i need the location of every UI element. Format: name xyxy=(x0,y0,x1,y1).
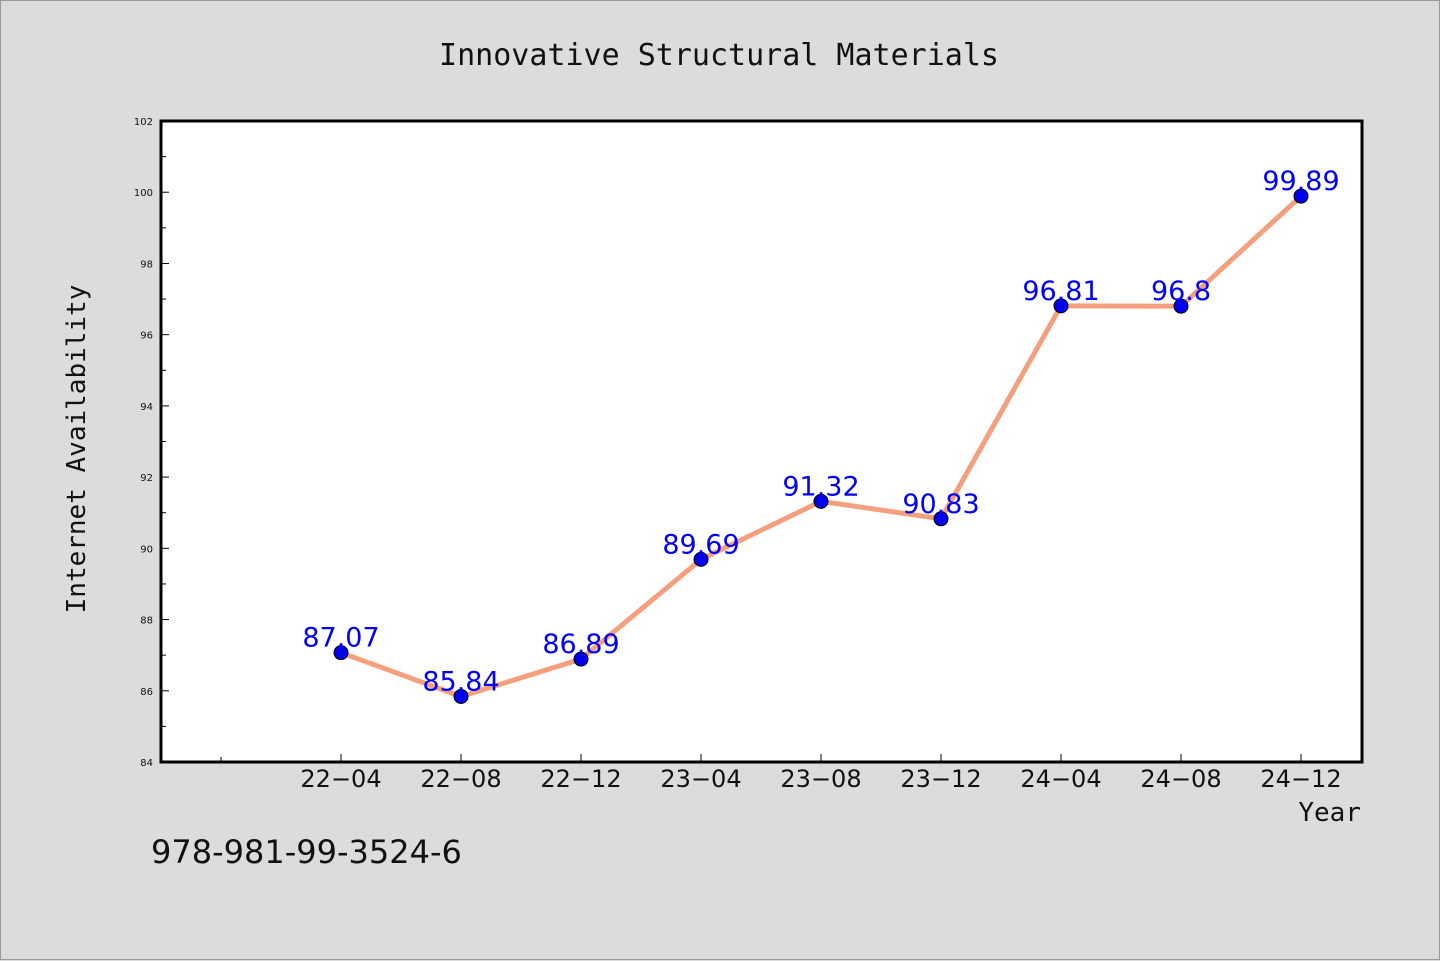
data-point xyxy=(813,493,829,509)
x-tick-label: 24−08 xyxy=(1140,765,1221,793)
series-line-group: 87.07 85.84 86.89 89.69 91.32 90.83 96.81 96.8 9… xyxy=(302,166,1340,704)
x-tick-label: 24−04 xyxy=(1020,765,1101,793)
y-axis: 84 86 88 90 92 94 96 98 100 102 xyxy=(134,117,169,769)
data-point xyxy=(453,688,469,704)
data-point xyxy=(1293,188,1309,204)
x-tick-label: 22−08 xyxy=(420,765,501,793)
plot-area xyxy=(159,119,1364,764)
data-label: 89.69 xyxy=(662,529,739,560)
y-axis-label: Internet Availability xyxy=(62,285,92,614)
data-label: 91.32 xyxy=(782,471,859,502)
data-label: 90.83 xyxy=(902,489,979,520)
data-point xyxy=(573,651,589,667)
data-label: 85.84 xyxy=(422,666,499,697)
data-label: 99.89 xyxy=(1262,166,1339,197)
data-point xyxy=(693,551,709,567)
y-tick-label: 100 xyxy=(134,188,153,199)
data-label: 87.07 xyxy=(302,623,379,654)
data-label: 96.8 xyxy=(1151,276,1211,307)
chart-title: Innovative Structural Materials xyxy=(439,38,999,73)
y-tick-label: 94 xyxy=(140,402,153,413)
y-tick-label: 86 xyxy=(140,687,153,698)
y-tick-label: 90 xyxy=(140,544,153,555)
y-tick-label: 88 xyxy=(140,616,153,627)
y-tick-label: 84 xyxy=(140,758,153,769)
x-tick-label: 23−04 xyxy=(660,765,741,793)
y-tick-label: 102 xyxy=(134,117,153,128)
data-point xyxy=(1053,298,1069,314)
y-tick-label: 98 xyxy=(140,259,153,270)
x-axis-label: Year xyxy=(1298,798,1361,828)
x-tick-label: 23−12 xyxy=(900,765,981,793)
x-tick-label: 22−04 xyxy=(300,765,381,793)
data-point xyxy=(333,645,349,661)
x-axis: 22−04 22−08 22−12 23−04 23−08 23−12 24−04 24−08… xyxy=(220,754,1342,793)
y-tick-label: 96 xyxy=(140,331,153,342)
isbn-text: 978-981-99-3524-6 xyxy=(151,833,462,871)
data-point xyxy=(933,511,949,527)
x-tick-label: 23−08 xyxy=(780,765,861,793)
data-label: 86.89 xyxy=(542,629,619,660)
x-tick-label: 24−12 xyxy=(1260,765,1341,793)
x-tick-label: 22−12 xyxy=(540,765,621,793)
y-tick-label: 92 xyxy=(140,473,153,484)
data-label: 96.81 xyxy=(1022,276,1099,307)
data-point xyxy=(1173,298,1189,314)
